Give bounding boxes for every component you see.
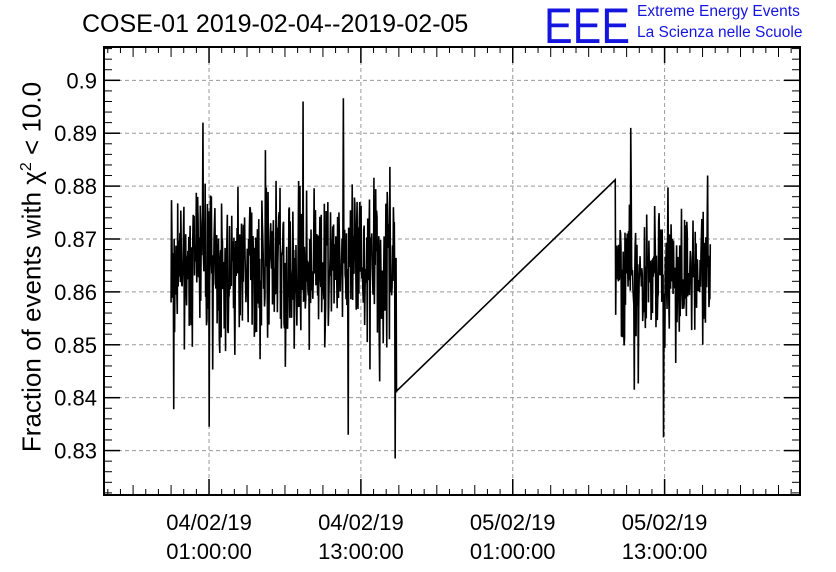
y-tick-label: 0.83 [54,439,97,464]
x-tick-time: 13:00:00 [622,539,708,564]
y-tick-label: 0.89 [54,121,97,146]
logo-caption: Extreme Energy Events La Scienza nelle S… [637,1,802,43]
eee-logo: EEE [544,0,630,48]
x-tick-date: 04/02/19 [318,510,404,535]
x-tick-time: 01:00:00 [470,539,556,564]
x-tick-date: 05/02/19 [622,510,708,535]
y-tick-label: 0.85 [54,333,97,358]
x-tick-time: 01:00:00 [166,539,252,564]
series-group [170,98,712,459]
chart-title: COSE-01 2019-02-04--2019-02-05 [82,10,469,38]
x-tick-date: 04/02/19 [166,510,252,535]
x-tick-time: 13:00:00 [318,539,404,564]
y-tick-label: 0.86 [54,280,97,305]
y-tick-label: 0.87 [54,227,97,252]
x-tick-date: 05/02/19 [470,510,556,535]
eee-logo-mark: EEE [544,0,630,48]
y-tick-label: 0.84 [54,386,97,411]
y-tick-label: 0.88 [54,174,97,199]
y-tick-label: 0.9 [66,68,97,93]
logo-line-2: La Scienza nelle Scuole [637,24,803,41]
axes: 0.83 0.84 0.85 0.86 0.87 0.88 0.89 0.9 04/02/19 0… [54,47,800,564]
logo-line-1: Extreme Energy Events [637,3,800,20]
series-line [170,98,712,459]
